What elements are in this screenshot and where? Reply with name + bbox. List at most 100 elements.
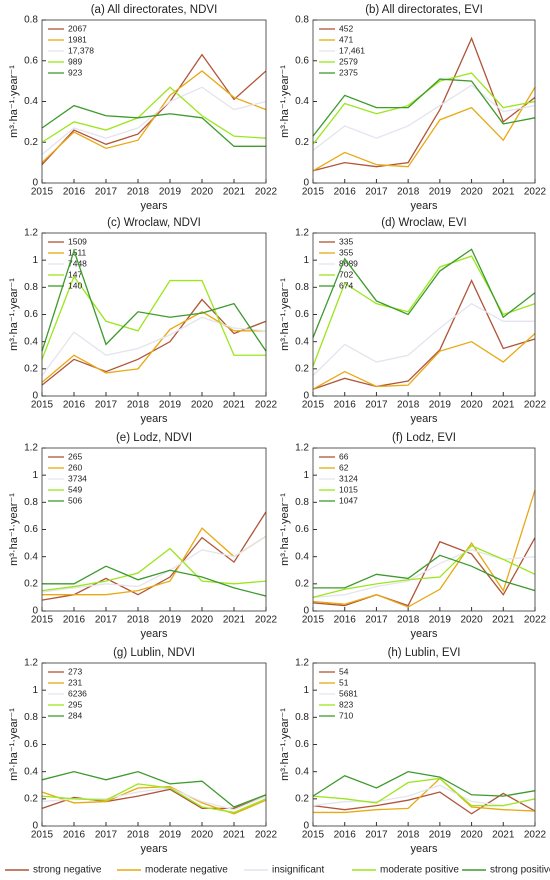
series-line	[312, 84, 536, 151]
legend-label: 2067	[68, 23, 87, 33]
legend-label: 54	[339, 666, 349, 676]
series-line	[312, 537, 536, 607]
y-tick-label: 0	[32, 821, 38, 832]
y-tick-label: 0.6	[24, 524, 38, 535]
x-tick-label: 2018	[127, 187, 150, 198]
legend-label: 549	[68, 484, 82, 494]
x-tick-label: 2021	[223, 830, 246, 841]
y-tick-label: 1.2	[24, 228, 38, 239]
x-tick-label: 2019	[429, 830, 452, 841]
x-tick-label: 2019	[159, 187, 182, 198]
legend-label: moderate negative	[145, 865, 228, 876]
x-tick-label: 2022	[255, 187, 278, 198]
legend-label: 1509	[68, 236, 87, 246]
plot-frame	[312, 447, 536, 612]
x-tick-label: 2015	[31, 187, 54, 198]
x-axis-label: years	[141, 413, 168, 425]
x-tick-label: 2021	[492, 830, 515, 841]
x-tick-label: 2018	[397, 187, 420, 198]
y-tick-label: 0.8	[24, 15, 38, 26]
legend-label: 1047	[339, 495, 358, 505]
y-tick-label: 0.2	[24, 578, 38, 589]
y-tick-label: 0.6	[24, 739, 38, 750]
y-tick-label: 0.2	[295, 363, 309, 374]
y-tick-label: 0.2	[295, 137, 309, 148]
y-tick-label: 0.8	[295, 282, 309, 293]
x-tick-label: 2015	[302, 615, 325, 626]
x-tick-label: 2017	[95, 615, 118, 626]
series-line	[41, 248, 267, 352]
y-axis-label: m³·ha⁻¹·year⁻¹	[8, 708, 20, 781]
x-tick-label: 2022	[524, 400, 547, 411]
x-tick-label: 2018	[127, 830, 150, 841]
legend-label: insignificant	[272, 865, 324, 876]
x-tick-label: 2022	[524, 830, 547, 841]
series-line	[312, 545, 536, 599]
x-tick-label: 2017	[95, 400, 118, 411]
y-tick-label: 1.2	[295, 443, 309, 454]
x-tick-label: 2015	[302, 830, 325, 841]
panel-title: (f) Lodz, EVI	[392, 432, 456, 444]
series-line	[312, 489, 536, 608]
y-tick-label: 0	[32, 391, 38, 402]
x-tick-label: 2020	[191, 615, 214, 626]
series-line	[312, 777, 536, 807]
y-tick-label: 1.2	[295, 658, 309, 669]
x-tick-label: 2019	[159, 830, 182, 841]
x-tick-label: 2016	[334, 615, 357, 626]
x-tick-label: 2019	[429, 400, 452, 411]
y-tick-label: 0.8	[24, 282, 38, 293]
x-axis-label: years	[411, 200, 438, 212]
x-tick-label: 2021	[492, 615, 515, 626]
x-tick-label: 2016	[334, 187, 357, 198]
x-tick-label: 2017	[95, 187, 118, 198]
panel-title: (d) Wroclaw, EVI	[381, 217, 466, 229]
series-line	[41, 783, 267, 814]
y-tick-label: 0.8	[295, 15, 309, 26]
series-line	[41, 104, 266, 147]
y-tick-label: 1	[303, 685, 309, 696]
panel-title: (a) All directorates, NDVI	[91, 4, 218, 16]
plot-frame	[41, 662, 267, 827]
x-tick-label: 2022	[255, 400, 278, 411]
series-line	[42, 527, 267, 596]
y-tick-label: 1	[32, 470, 38, 481]
x-tick-label: 2020	[191, 187, 214, 198]
y-tick-label: 1	[32, 255, 38, 266]
x-tick-label: 2016	[63, 187, 86, 198]
legend-label: 6236	[68, 688, 87, 698]
y-tick-label: 0.6	[295, 524, 309, 535]
y-tick-label: 0	[32, 606, 38, 617]
x-tick-label: 2017	[95, 830, 118, 841]
x-tick-label: 2021	[223, 615, 246, 626]
x-axis-label: years	[411, 843, 438, 855]
y-tick-label: 0	[303, 178, 309, 189]
legend-label: 140	[68, 280, 82, 290]
series-line	[312, 72, 536, 145]
y-tick-label: 0.4	[24, 766, 38, 777]
series-line	[41, 770, 267, 808]
y-tick-label: 0.8	[295, 712, 309, 723]
legend-label: 989	[68, 56, 82, 66]
x-tick-label: 2015	[31, 400, 54, 411]
y-tick-label: 0.4	[295, 766, 309, 777]
y-tick-label: 0.2	[24, 793, 38, 804]
y-tick-label: 1	[32, 685, 38, 696]
x-tick-label: 2016	[63, 615, 86, 626]
plot-frame	[312, 662, 536, 827]
y-tick-label: 0	[32, 178, 38, 189]
legend-label: 3734	[68, 473, 87, 483]
y-tick-label: 0.4	[295, 336, 309, 347]
x-tick-label: 2018	[397, 830, 420, 841]
x-tick-label: 2015	[31, 830, 54, 841]
legend-label: 66	[339, 451, 349, 461]
y-axis-label: m³·ha⁻¹·year⁻¹	[279, 708, 291, 781]
series-line	[41, 70, 267, 164]
x-tick-label: 2017	[365, 615, 388, 626]
legend-label: 2375	[339, 67, 358, 77]
y-tick-label: 0.4	[24, 336, 38, 347]
legend-label: 284	[68, 710, 82, 720]
y-tick-label: 0	[303, 606, 309, 617]
series-line	[41, 535, 267, 593]
series-line	[313, 554, 536, 592]
